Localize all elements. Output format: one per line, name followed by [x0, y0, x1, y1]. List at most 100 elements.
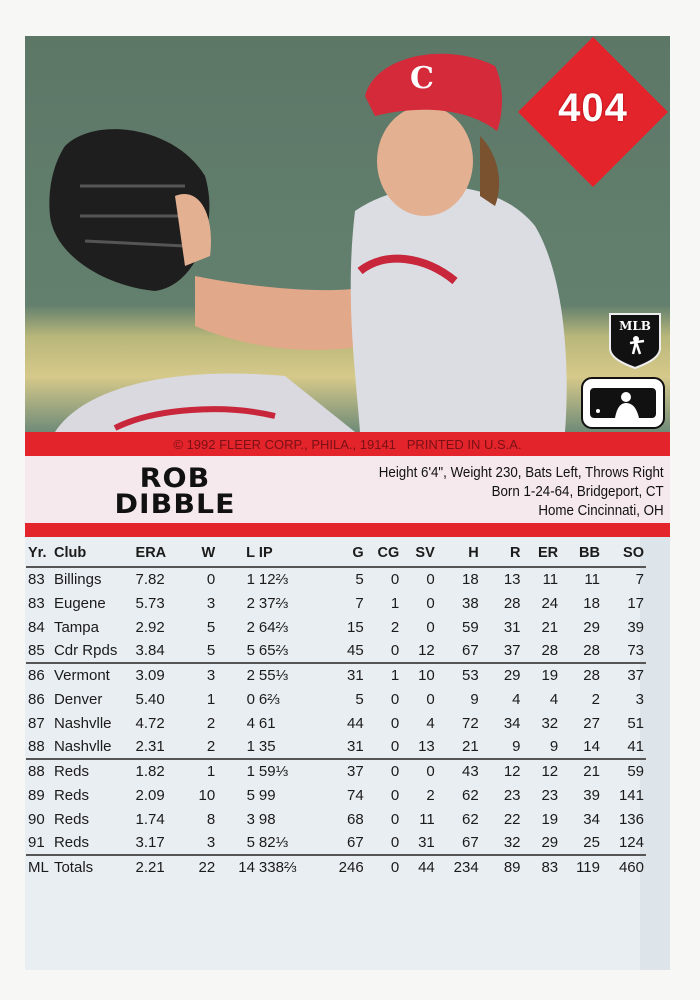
cell-r: 31: [503, 618, 521, 636]
column-header-club: Club: [51, 540, 134, 568]
column-header-w: W: [187, 540, 218, 568]
cell-yr: 89: [28, 786, 45, 804]
cell-l: 2: [246, 618, 255, 636]
column-header-r: R: [480, 540, 523, 568]
cell-ip: 64⅔: [258, 618, 289, 636]
cell-sv: 2: [426, 786, 435, 804]
cell-h: 53: [436, 662, 481, 687]
column-header-yr: Yr.: [26, 540, 52, 568]
cell-l: 4: [246, 714, 255, 732]
cell-so: 136: [618, 810, 644, 828]
cell-bb: 25: [583, 834, 600, 851]
cell-er: 28: [541, 642, 559, 659]
cell-er: 23: [541, 786, 559, 804]
cell-yr: 88: [26, 758, 52, 783]
cell-l: 5: [246, 786, 255, 804]
cell-yr: 86: [28, 690, 45, 708]
stats-row: 83 Billings 7.82 0 1 12⅔ 5 0 0 18 13 11 11 7: [26, 567, 646, 591]
cell-cg: 0: [390, 786, 400, 804]
cell-ip: 99: [258, 786, 276, 804]
cell-era: 2.09: [135, 786, 165, 804]
cell-g: 45: [346, 642, 364, 659]
cell-cg: 0: [365, 758, 402, 783]
cell-sv: 10: [401, 662, 437, 687]
cell-h: 67: [462, 834, 479, 851]
cell-ip: 61: [258, 714, 276, 732]
cell-r: 23: [503, 786, 521, 804]
cell-l: 2: [217, 662, 257, 687]
stats-row: 86 Denver 5.40 1 0 6⅔ 5 0 0 9 4 4 2 3: [26, 687, 646, 711]
cell-l: 3: [246, 810, 255, 828]
cell-l: 1: [217, 758, 257, 783]
cell-club: Reds: [53, 834, 89, 851]
cell-w: 10: [198, 786, 216, 804]
cell-club: Eugene: [53, 594, 106, 612]
cell-w: 2: [206, 738, 216, 755]
cell-cg: 2: [390, 618, 400, 636]
stats-row: 88 Reds 1.82 1 1 59⅓ 37 0 0 43 12 12 21 59: [26, 758, 646, 783]
cell-cg: 1: [365, 662, 402, 687]
column-header-sv: SV: [401, 540, 437, 568]
cell-club: Billings: [53, 571, 102, 588]
cell-so: 141: [618, 786, 644, 804]
cell-w: 8: [206, 810, 216, 828]
cell-h: 59: [462, 618, 479, 636]
cell-w: 3: [206, 834, 216, 851]
cell-h: 62: [462, 786, 479, 804]
cell-g: 7: [355, 594, 364, 612]
cell-sv: 11: [419, 810, 435, 828]
cell-w: 3: [206, 594, 216, 612]
cell-r: 89: [480, 854, 523, 879]
cell-l: 2: [246, 594, 255, 612]
svg-text:MLB: MLB: [619, 319, 651, 333]
cell-w: 22: [187, 854, 218, 879]
copyright-line: © 1992 FLEER CORP., PHILA., 19141 PRINTE…: [25, 432, 670, 456]
cell-ip: 55⅓: [256, 662, 322, 687]
cell-h: 43: [436, 758, 481, 783]
cell-h: 21: [462, 738, 479, 755]
cell-h: 9: [470, 690, 479, 708]
cell-er: 24: [541, 594, 559, 612]
cell-r: 13: [503, 571, 521, 588]
cell-era: 5.40: [135, 690, 165, 708]
cell-g: 31: [346, 738, 364, 755]
cell-er: 29: [541, 834, 559, 851]
cell-r: 37: [503, 642, 521, 659]
cell-era: 2.31: [135, 738, 165, 755]
cell-so: 73: [627, 642, 644, 659]
cell-so: 37: [601, 662, 646, 687]
cell-so: 124: [618, 834, 644, 851]
player-name: ROB DIBBLE: [102, 465, 249, 518]
cell-sv: 31: [418, 834, 435, 851]
cell-club: Reds: [53, 810, 89, 828]
cell-yr: 87: [28, 714, 45, 732]
cell-so: 460: [601, 854, 646, 879]
column-header-so: SO: [601, 540, 646, 568]
cell-sv: 0: [426, 571, 435, 588]
mlb-players-logo-icon: MLB: [609, 313, 661, 370]
column-header-h: H: [436, 540, 481, 568]
cell-g: 5: [355, 571, 364, 588]
cell-ip: 37⅔: [258, 594, 289, 612]
cell-yr: 83: [28, 571, 45, 588]
cell-bb: 27: [583, 714, 600, 732]
stats-header-row: Yr. Club ERA W L IP G CG SV H R ER BB SO: [26, 540, 646, 568]
cell-cg: 0: [390, 834, 400, 851]
cell-h: 67: [462, 642, 479, 659]
column-header-era: ERA: [133, 540, 188, 568]
cell-yr: ML: [26, 854, 52, 879]
cell-w: 2: [206, 714, 216, 732]
cell-r: 22: [503, 810, 521, 828]
cell-yr: 91: [28, 834, 45, 851]
cell-ip: 12⅔: [258, 571, 289, 588]
cell-cg: 1: [390, 594, 400, 612]
cell-era: 4.72: [135, 714, 165, 732]
cell-era: 3.17: [135, 834, 165, 851]
cell-cg: 0: [390, 571, 400, 588]
cell-ip: 98: [258, 810, 276, 828]
cell-l: 1: [246, 571, 255, 588]
cell-w: 3: [187, 662, 218, 687]
cell-sv: 0: [401, 758, 437, 783]
cell-era: 3.09: [133, 662, 188, 687]
cell-club: Cdr Rpds: [53, 642, 118, 659]
